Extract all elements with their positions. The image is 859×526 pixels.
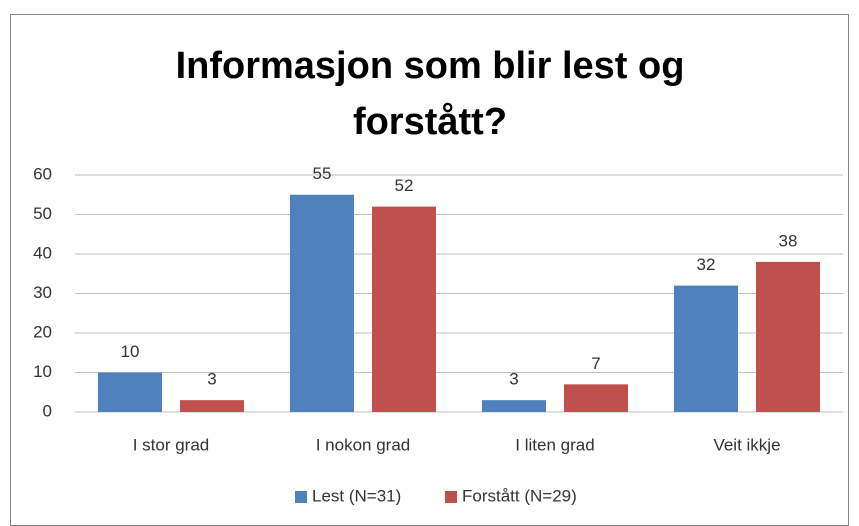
- bar: [372, 206, 436, 412]
- y-tick-label: 30: [33, 283, 52, 302]
- bar: [98, 372, 162, 412]
- chart-title: Informasjon som blir lest og forstått?: [175, 45, 685, 143]
- legend-swatch: [445, 491, 457, 503]
- value-label: 52: [395, 176, 414, 195]
- value-label: 10: [121, 342, 140, 361]
- x-tick-label: I nokon grad: [316, 435, 411, 454]
- bar: [482, 400, 546, 412]
- x-tick-label: I liten grad: [515, 435, 594, 454]
- x-tick-label: Veit ikkje: [713, 435, 780, 454]
- bar: [756, 261, 820, 412]
- bar: [564, 384, 628, 412]
- legend-label: Lest (N=31): [312, 486, 401, 505]
- x-tick-label: I stor grad: [133, 435, 210, 454]
- bar: [674, 285, 738, 412]
- bar: [180, 400, 244, 412]
- y-tick-label: 20: [33, 322, 52, 341]
- y-tick-label: 10: [33, 362, 52, 381]
- legend-label: Forstått (N=29): [462, 486, 577, 505]
- value-label: 38: [779, 231, 798, 250]
- bar: [290, 194, 354, 412]
- legend-swatch: [295, 491, 307, 503]
- value-label: 3: [509, 370, 518, 389]
- value-label: 7: [591, 354, 600, 373]
- y-tick-label: 50: [33, 204, 52, 223]
- value-label: 3: [207, 370, 216, 389]
- y-tick-label: 40: [33, 243, 52, 262]
- y-tick-label: 0: [43, 401, 52, 420]
- value-label: 55: [313, 164, 332, 183]
- y-tick-label: 60: [33, 164, 52, 183]
- value-label: 32: [697, 255, 716, 274]
